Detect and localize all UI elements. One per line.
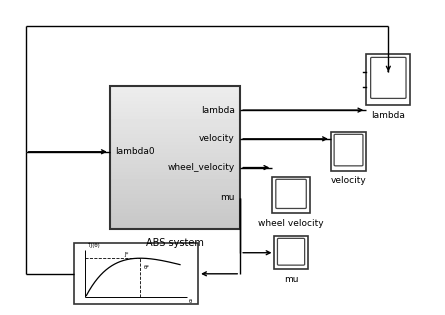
Text: velocity: velocity bbox=[199, 134, 235, 143]
Text: mu: mu bbox=[284, 275, 298, 284]
Bar bbox=[331, 132, 366, 171]
Text: ABS system: ABS system bbox=[146, 238, 204, 248]
Bar bbox=[366, 54, 410, 105]
FancyBboxPatch shape bbox=[276, 179, 306, 209]
Text: velocity: velocity bbox=[331, 176, 366, 186]
Text: ↑J(θ): ↑J(θ) bbox=[87, 243, 101, 248]
Text: lambda: lambda bbox=[201, 106, 235, 115]
FancyBboxPatch shape bbox=[371, 57, 406, 98]
Bar bbox=[272, 177, 310, 213]
Text: θ: θ bbox=[189, 299, 192, 304]
Text: θ*: θ* bbox=[144, 265, 150, 270]
Bar bbox=[275, 236, 307, 269]
Bar bbox=[74, 243, 198, 304]
Bar bbox=[110, 86, 240, 229]
Text: wheel velocity: wheel velocity bbox=[258, 219, 324, 227]
FancyBboxPatch shape bbox=[334, 134, 363, 166]
Text: lambda0: lambda0 bbox=[115, 147, 155, 156]
Text: wheel_velocity: wheel_velocity bbox=[168, 163, 235, 172]
Text: lambda: lambda bbox=[372, 111, 405, 120]
Text: J*: J* bbox=[124, 252, 129, 257]
FancyBboxPatch shape bbox=[277, 238, 305, 265]
Text: mu: mu bbox=[220, 193, 235, 202]
